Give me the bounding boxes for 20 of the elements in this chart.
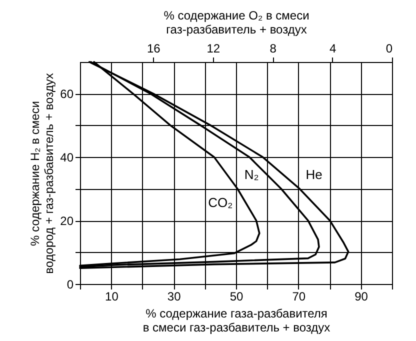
y-tick-label: 20 (60, 214, 74, 228)
x2-tick-label: 4 (329, 42, 336, 56)
x-tick-label: 30 (167, 290, 182, 304)
y-axis-title: % содержание H₂ в смеси водород + газ-разбавитель + воздух (28, 73, 56, 274)
y-tick-label: 60 (60, 87, 74, 102)
x2-axis-title: % содержание O₂ в смеси газ-разбавитель + воздух (164, 8, 310, 36)
series-label: CO₂ (208, 194, 233, 210)
series-label: He (306, 166, 322, 182)
x2-tick-label: 12 (206, 42, 220, 56)
y-tick-label: 0 (66, 278, 74, 292)
x-axis-title: % содержание газа-разбавителя в смеси газ-разбавитель + воздух (142, 306, 330, 334)
x2-tick-label: 0 (386, 42, 393, 56)
x-tick-label: 70 (292, 290, 306, 304)
x-tick-label: 10 (105, 290, 119, 304)
series-label: N₂ (244, 166, 259, 182)
x2-tick-label: 16 (146, 42, 161, 56)
x2-tick-label: 8 (270, 42, 277, 56)
x-tick-label: 50 (230, 290, 244, 304)
x-tick-label: 90 (354, 290, 368, 304)
y-tick-label: 40 (60, 150, 74, 165)
